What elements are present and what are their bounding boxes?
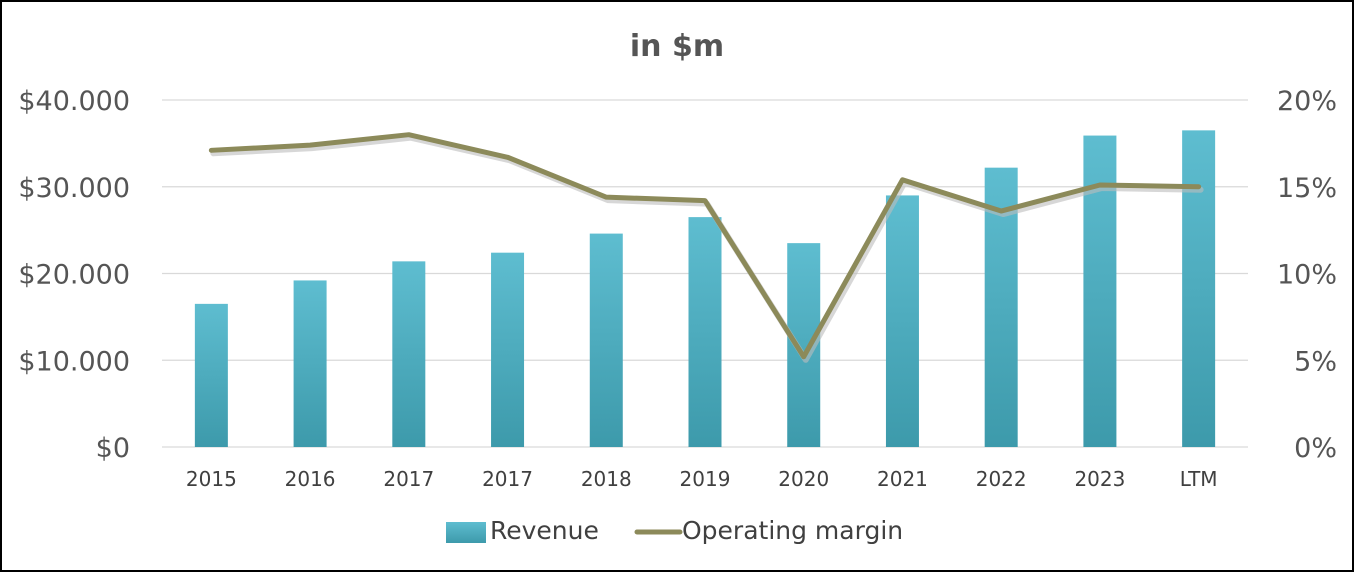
y-left-tick-label: $0 — [96, 433, 130, 464]
legend-revenue-label: Revenue — [490, 516, 599, 545]
x-tick-label: 2020 — [778, 467, 829, 491]
y-right-tick-label: 5% — [1294, 346, 1337, 377]
revenue-bar — [1083, 135, 1117, 447]
y-right-tick-label: 0% — [1294, 433, 1337, 464]
x-tick-label: 2017 — [383, 467, 434, 491]
x-tick-label: 2016 — [285, 467, 336, 491]
revenue-bar — [293, 280, 327, 447]
legend: Revenue Operating margin — [446, 516, 903, 545]
revenue-bar — [1182, 130, 1216, 448]
y-right-tick-label: 15% — [1277, 173, 1337, 204]
x-tick-label: 2018 — [581, 467, 632, 491]
x-tick-label: 2021 — [877, 467, 928, 491]
right-axis: 0% 5% 10% 15% 20% — [1277, 86, 1337, 464]
legend-revenue-swatch — [446, 522, 486, 543]
y-left-tick-label: $40.000 — [18, 86, 130, 117]
x-tick-label: 2023 — [1074, 467, 1125, 491]
revenue-bar — [885, 195, 919, 447]
operating-margin-series-line — [208, 132, 1202, 360]
y-right-tick-label: 20% — [1277, 86, 1337, 117]
revenue-bar — [688, 217, 722, 447]
revenue-bars — [194, 130, 1216, 448]
x-tick-label: LTM — [1180, 467, 1218, 491]
y-left-tick-label: $10.000 — [18, 346, 130, 377]
operating-margin-line — [208, 132, 1204, 363]
revenue-bar — [589, 233, 623, 447]
x-axis: 2015 2016 2017 2017 2018 2019 2020 2021 2022 2023… — [186, 467, 1218, 491]
legend-operating-margin-label: Operating margin — [682, 516, 903, 545]
y-left-tick-label: $30.000 — [18, 173, 130, 204]
x-tick-label: 2015 — [186, 467, 237, 491]
x-tick-label: 2019 — [680, 467, 731, 491]
x-tick-label: 2022 — [976, 467, 1027, 491]
revenue-bar — [392, 261, 426, 447]
y-left-tick-label: $20.000 — [18, 260, 130, 291]
revenue-bar — [194, 303, 228, 447]
revenue-bar — [491, 252, 525, 447]
x-tick-label: 2017 — [482, 467, 533, 491]
chart-title: in $m — [630, 29, 724, 64]
y-right-tick-label: 10% — [1277, 260, 1337, 291]
left-axis: $0 $10.000 $20.000 $30.000 $40.000 — [18, 86, 130, 464]
